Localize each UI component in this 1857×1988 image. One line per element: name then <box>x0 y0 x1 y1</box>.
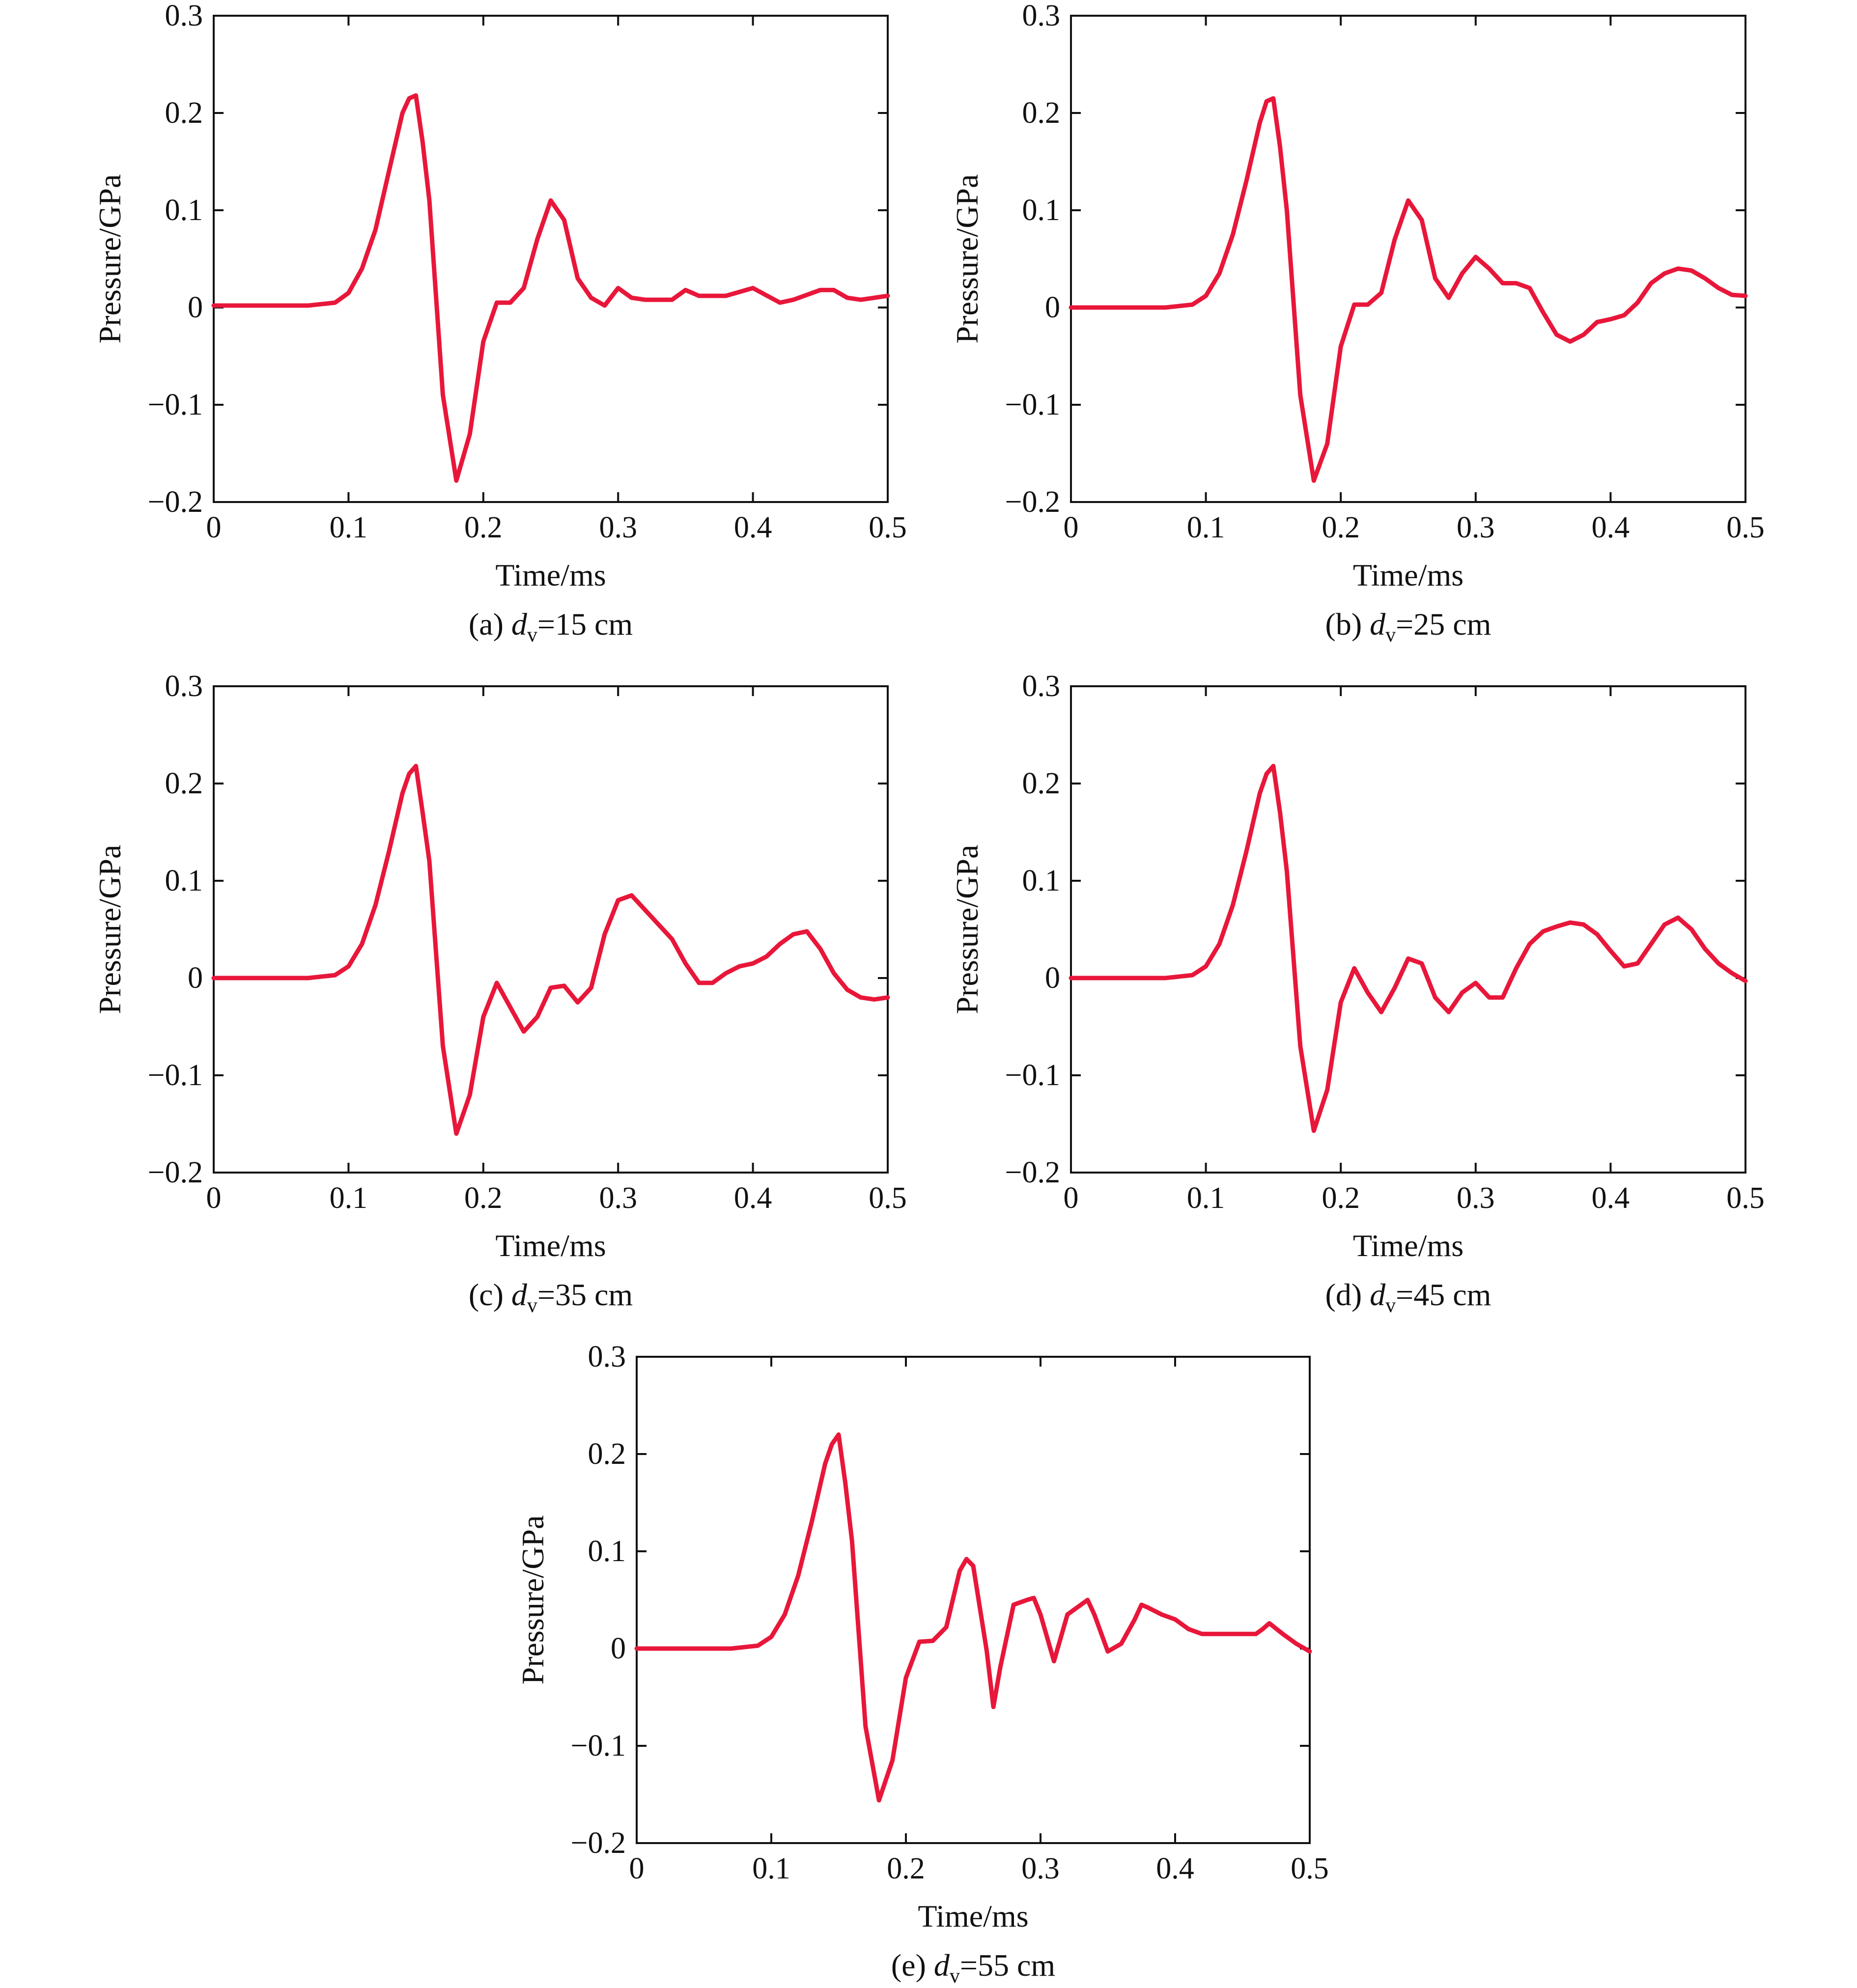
x-tick-label: 0.4 <box>734 1181 772 1215</box>
y-tick-label: 0.2 <box>1022 96 1061 130</box>
y-axis-title: Pressure/GPa <box>92 845 127 1014</box>
chart-panel-e: 0 0.1 0.2 0.3 0.4 0.5 −0.2 −0.1 0 0.1 0.2 0.3 Time/m… <box>515 1340 1329 1988</box>
x-axis-title: Time/ms <box>918 1899 1028 1933</box>
y-tick-label: −0.2 <box>571 1826 626 1860</box>
x-tick-label: 0 <box>629 1852 645 1885</box>
y-tick-label: −0.1 <box>148 388 203 421</box>
x-tick-label: 0.1 <box>1187 1181 1225 1215</box>
y-tick-label: 0.3 <box>1022 0 1061 32</box>
y-tick-label: 0.2 <box>165 767 203 800</box>
x-tick-label: 0.1 <box>330 1181 368 1215</box>
y-tick-label: 0.3 <box>588 1340 626 1373</box>
pressure-series-line <box>1069 763 1748 1133</box>
panel-caption: (b) dv=25 cm <box>1325 607 1491 646</box>
pressure-series-line <box>1069 96 1748 483</box>
x-tick-label: 0 <box>206 1181 222 1215</box>
x-tick-label: 0.3 <box>1021 1852 1060 1885</box>
plot-frame <box>213 15 889 503</box>
y-tick-label: 0.1 <box>1022 194 1061 227</box>
y-axis-title: Pressure/GPa <box>950 174 985 344</box>
x-tick-label: 0 <box>1064 511 1079 544</box>
plot-frame <box>1070 15 1746 503</box>
x-tick-label: 0.1 <box>752 1852 790 1885</box>
plot-frame <box>636 1356 1311 1844</box>
y-tick-label: 0 <box>188 961 203 995</box>
y-axis-title: Pressure/GPa <box>92 174 127 344</box>
x-tick-label: 0.3 <box>1457 1181 1495 1215</box>
x-tick-label: 0.1 <box>1187 511 1225 544</box>
y-tick-label: −0.2 <box>1005 1156 1060 1189</box>
y-tick-label: −0.1 <box>148 1059 203 1092</box>
x-tick-label: 0.4 <box>1592 1181 1630 1215</box>
chart-panel-a: 0 0.1 0.2 0.3 0.4 0.5 −0.2 −0.1 0 0.1 0.2 0.3 Time/m… <box>92 0 907 646</box>
x-tick-label: 0.3 <box>599 511 637 544</box>
x-axis-title: Time/ms <box>495 1228 606 1263</box>
y-tick-label: 0.1 <box>588 1535 626 1568</box>
y-axis-title: Pressure/GPa <box>950 845 985 1014</box>
y-tick-label: −0.2 <box>148 1156 203 1189</box>
panel-caption: (a) dv=15 cm <box>469 607 633 646</box>
y-tick-label: −0.1 <box>1005 1059 1060 1092</box>
x-tick-label: 0 <box>206 511 222 544</box>
y-tick-label: −0.2 <box>1005 485 1060 519</box>
y-tick-label: 0.1 <box>165 194 203 227</box>
x-tick-label: 0.5 <box>869 1181 907 1215</box>
pressure-series-line <box>211 93 890 483</box>
y-tick-label: 0.3 <box>165 0 203 32</box>
x-tick-label: 0.1 <box>330 511 368 544</box>
plot-frame <box>213 685 889 1174</box>
x-axis-title: Time/ms <box>495 558 606 592</box>
x-tick-label: 0.2 <box>887 1852 925 1885</box>
y-axis-title: Pressure/GPa <box>515 1515 550 1685</box>
y-tick-label: 0.3 <box>1022 670 1061 703</box>
x-tick-label: 0.4 <box>1592 511 1630 544</box>
y-tick-label: 0.2 <box>588 1437 626 1471</box>
panel-caption: (d) dv=45 cm <box>1325 1277 1491 1317</box>
y-tick-label: 0.3 <box>165 670 203 703</box>
x-axis-title: Time/ms <box>1353 558 1463 592</box>
x-tick-label: 0.2 <box>464 511 503 544</box>
x-tick-label: 0.3 <box>599 1181 637 1215</box>
x-tick-label: 0.3 <box>1457 511 1495 544</box>
x-axis-title: Time/ms <box>1353 1228 1463 1263</box>
pressure-series-line <box>211 763 890 1136</box>
x-tick-label: 0.5 <box>869 511 907 544</box>
x-tick-label: 0.2 <box>464 1181 503 1215</box>
x-tick-label: 0.4 <box>1156 1852 1194 1885</box>
chart-panel-d: 0 0.1 0.2 0.3 0.4 0.5 −0.2 −0.1 0 0.1 0.2 0.3 Time/m… <box>950 670 1765 1317</box>
pressure-series-line <box>634 1432 1312 1803</box>
y-tick-label: 0.1 <box>1022 864 1061 897</box>
x-tick-label: 0 <box>1064 1181 1079 1215</box>
x-tick-label: 0.2 <box>1322 511 1360 544</box>
y-tick-label: 0 <box>611 1632 626 1665</box>
y-tick-label: 0 <box>1045 291 1060 324</box>
plot-frame <box>1070 685 1746 1174</box>
y-tick-label: 0.2 <box>165 96 203 130</box>
y-tick-label: 0 <box>188 291 203 324</box>
y-tick-label: 0 <box>1045 961 1060 995</box>
x-tick-label: 0.5 <box>1726 1181 1765 1215</box>
x-tick-label: 0.2 <box>1322 1181 1360 1215</box>
y-tick-label: 0.2 <box>1022 767 1061 800</box>
y-tick-label: −0.2 <box>148 485 203 519</box>
panel-caption: (e) dv=55 cm <box>891 1948 1055 1988</box>
y-tick-label: 0.1 <box>165 864 203 897</box>
chart-panel-b: 0 0.1 0.2 0.3 0.4 0.5 −0.2 −0.1 0 0.1 0.2 0.3 Time/m… <box>950 0 1765 646</box>
x-tick-label: 0.5 <box>1291 1852 1329 1885</box>
chart-panel-c: 0 0.1 0.2 0.3 0.4 0.5 −0.2 −0.1 0 0.1 0.2 0.3 Time/m… <box>92 670 907 1317</box>
panel-caption: (c) dv=35 cm <box>469 1277 633 1317</box>
y-tick-label: −0.1 <box>1005 388 1060 421</box>
x-tick-label: 0.5 <box>1726 511 1765 544</box>
x-tick-label: 0.4 <box>734 511 772 544</box>
y-tick-label: −0.1 <box>571 1729 626 1763</box>
